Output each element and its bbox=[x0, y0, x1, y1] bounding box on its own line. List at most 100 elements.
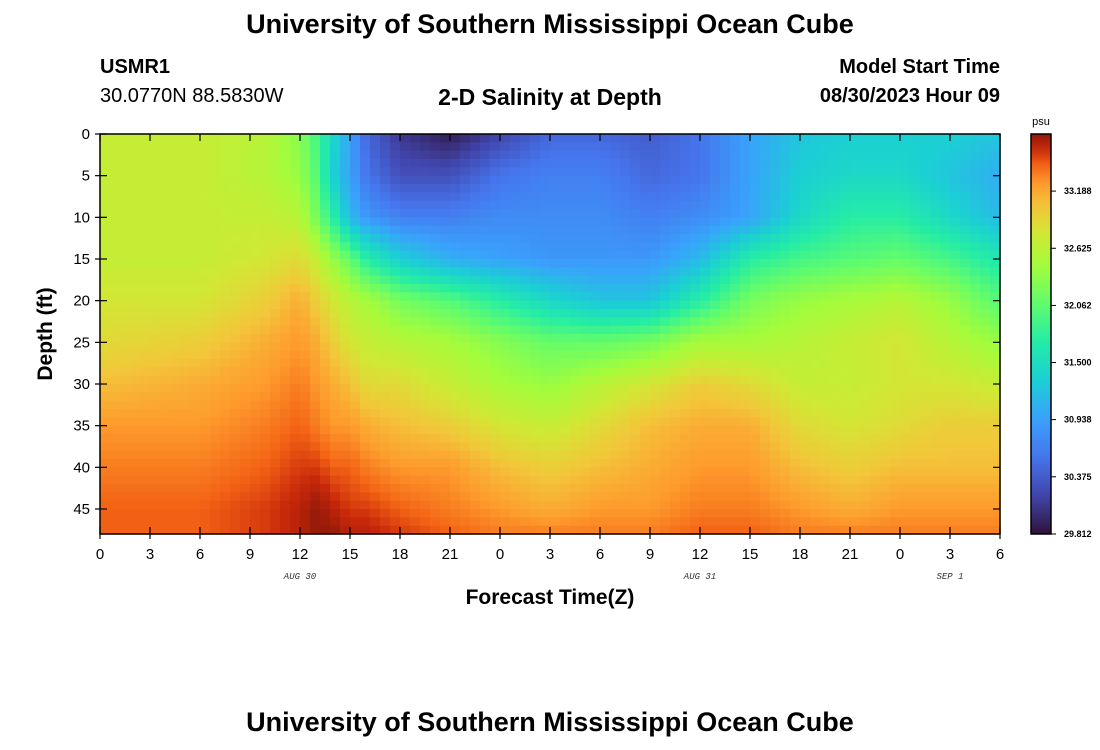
heatmap-cell bbox=[190, 159, 201, 168]
heatmap-cell bbox=[930, 517, 941, 527]
heatmap-cell bbox=[920, 392, 931, 402]
heatmap-cell bbox=[480, 525, 491, 535]
heatmap-cell bbox=[710, 142, 721, 152]
heatmap-cell bbox=[460, 175, 471, 185]
heatmap-cell bbox=[620, 309, 631, 318]
heatmap-cell bbox=[630, 317, 641, 327]
heatmap-cell bbox=[930, 309, 941, 318]
heatmap-cell bbox=[420, 359, 431, 368]
heatmap-cell bbox=[900, 259, 911, 268]
heatmap-cell bbox=[410, 259, 421, 268]
heatmap-cell bbox=[500, 242, 511, 252]
heatmap-cell bbox=[590, 309, 601, 318]
heatmap-cell bbox=[830, 225, 841, 235]
heatmap-cell bbox=[180, 409, 191, 418]
heatmap-cell bbox=[910, 234, 921, 243]
heatmap-cell bbox=[130, 400, 141, 410]
heatmap-cell bbox=[840, 150, 851, 160]
heatmap-cell bbox=[870, 459, 881, 468]
heatmap-cell bbox=[240, 175, 251, 185]
heatmap-cell bbox=[810, 225, 821, 235]
heatmap-cell bbox=[850, 150, 861, 160]
heatmap-cell bbox=[700, 217, 711, 227]
heatmap-cell bbox=[820, 309, 831, 318]
heatmap-cell bbox=[340, 200, 351, 210]
heatmap-cell bbox=[590, 242, 601, 252]
heatmap-cell bbox=[720, 284, 731, 293]
heatmap-cell bbox=[560, 142, 571, 152]
heatmap-cell bbox=[640, 500, 651, 510]
heatmap-cell bbox=[760, 317, 771, 327]
heatmap-cell bbox=[370, 134, 381, 143]
heatmap-cell bbox=[890, 350, 901, 360]
heatmap-cell bbox=[870, 234, 881, 243]
heatmap-cell bbox=[270, 500, 281, 510]
heatmap-cell bbox=[520, 267, 531, 277]
heatmap-cell bbox=[380, 475, 391, 485]
heatmap-cell bbox=[570, 142, 581, 152]
heatmap-cell bbox=[370, 434, 381, 443]
heatmap-cell bbox=[710, 200, 721, 210]
heatmap-cell bbox=[830, 459, 841, 468]
heatmap-cell bbox=[150, 459, 161, 468]
heatmap-cell bbox=[330, 209, 341, 218]
heatmap-cell bbox=[760, 484, 771, 493]
heatmap-cell bbox=[390, 409, 401, 418]
heatmap-cell bbox=[870, 500, 881, 510]
heatmap-cell bbox=[750, 459, 761, 468]
heatmap-cell bbox=[400, 525, 411, 535]
heatmap-cell bbox=[760, 309, 771, 318]
heatmap-cell bbox=[590, 275, 601, 285]
heatmap-cell bbox=[970, 325, 981, 335]
heatmap-cell bbox=[640, 250, 651, 260]
heatmap-cell bbox=[950, 400, 961, 410]
heatmap-cell bbox=[560, 325, 571, 335]
heatmap-cell bbox=[200, 150, 211, 160]
heatmap-cell bbox=[760, 392, 771, 402]
heatmap-cell bbox=[250, 267, 261, 277]
heatmap-cell bbox=[860, 175, 871, 185]
heatmap-cell bbox=[470, 200, 481, 210]
heatmap-cell bbox=[560, 400, 571, 410]
heatmap-cell bbox=[410, 309, 421, 318]
heatmap-cell bbox=[750, 292, 761, 302]
heatmap-cell bbox=[550, 167, 561, 177]
heatmap-cell bbox=[980, 284, 991, 293]
heatmap-cell bbox=[580, 159, 591, 168]
heatmap-cell bbox=[630, 367, 641, 377]
heatmap-cell bbox=[420, 259, 431, 268]
heatmap-cell bbox=[880, 450, 891, 460]
heatmap-cell bbox=[360, 200, 371, 210]
heatmap-cell bbox=[880, 409, 891, 418]
heatmap-cell bbox=[350, 334, 361, 343]
heatmap-cell bbox=[130, 167, 141, 177]
heatmap-cell bbox=[830, 334, 841, 343]
heatmap-cell bbox=[250, 275, 261, 285]
heatmap-cell bbox=[460, 434, 471, 443]
heatmap-cell bbox=[510, 267, 521, 277]
heatmap-cell bbox=[210, 359, 221, 368]
heatmap-cell bbox=[180, 292, 191, 302]
heatmap-cell bbox=[890, 442, 901, 452]
heatmap-cell bbox=[730, 259, 741, 268]
heatmap-cell bbox=[360, 167, 371, 177]
heatmap-cell bbox=[260, 425, 271, 435]
heatmap-cell bbox=[680, 434, 691, 443]
heatmap-cell bbox=[180, 184, 191, 193]
heatmap-cell bbox=[310, 392, 321, 402]
heatmap-cell bbox=[520, 325, 531, 335]
heatmap-cell bbox=[230, 275, 241, 285]
heatmap-cell bbox=[350, 517, 361, 527]
heatmap-cell bbox=[640, 275, 651, 285]
heatmap-cell bbox=[210, 150, 221, 160]
heatmap-cell bbox=[890, 484, 901, 493]
heatmap-cell bbox=[810, 184, 821, 193]
heatmap-cell bbox=[180, 159, 191, 168]
heatmap-cell bbox=[100, 367, 111, 377]
heatmap-cell bbox=[400, 367, 411, 377]
heatmap-cell bbox=[450, 525, 461, 535]
heatmap-cell bbox=[900, 209, 911, 218]
x-tick-label: 12 bbox=[292, 546, 309, 563]
heatmap-cell bbox=[700, 375, 711, 385]
heatmap-cell bbox=[490, 442, 501, 452]
